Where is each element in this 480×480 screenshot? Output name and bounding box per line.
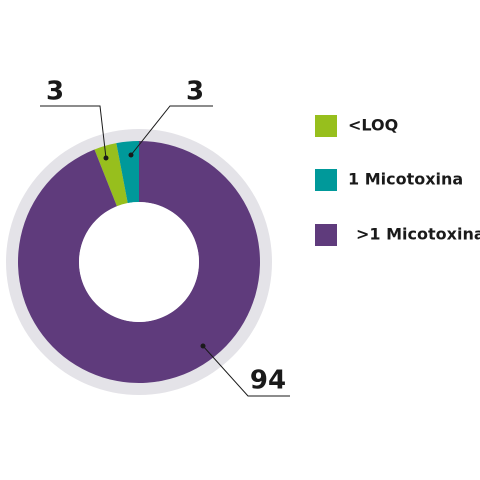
legend-swatch (315, 224, 337, 246)
leader-dot (103, 155, 109, 161)
leader-line (130, 105, 213, 156)
leader-dot (200, 343, 206, 349)
data-label: 3 (186, 77, 204, 107)
slice (94, 143, 128, 207)
legend-label: 1 Micotoxina (348, 170, 463, 189)
labels: 3 3 94 (40, 77, 290, 397)
legend-label: >1 Micotoxina (356, 225, 480, 244)
legend-label: <LOQ (348, 116, 398, 135)
data-label: 94 (250, 366, 286, 396)
legend-swatch (315, 169, 337, 191)
leader-line (40, 105, 107, 159)
donut-hole (79, 202, 199, 322)
leader-dot (128, 152, 134, 158)
legend: <LOQ 1 Micotoxina >1 Micotoxina (315, 115, 480, 246)
slices (17, 141, 260, 384)
leader-line (202, 345, 290, 397)
legend-swatch (315, 115, 337, 137)
data-label: 3 (46, 77, 64, 107)
slice (17, 141, 260, 384)
slice (116, 141, 139, 204)
